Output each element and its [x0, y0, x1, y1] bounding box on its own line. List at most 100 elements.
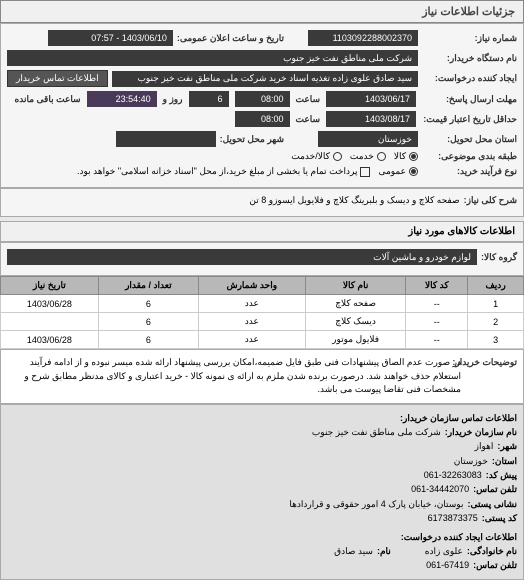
- category-radio-kala[interactable]: کالا: [394, 151, 418, 162]
- description-label: توضیحات خریدار:: [467, 356, 517, 397]
- td-unit: عدد: [198, 313, 305, 331]
- province-label: استان محل تحویل:: [422, 134, 517, 145]
- th-row: ردیف: [468, 277, 524, 295]
- deadline-time-label: ساعت: [296, 94, 321, 105]
- datetime-label: تاریخ و ساعت اعلان عمومی:: [177, 33, 284, 44]
- contact-org-label: نام سازمان خریدار:: [445, 425, 517, 439]
- contact-name-label: نام:: [377, 544, 391, 558]
- table-body: 1 -- صفحه کلاچ عدد 6 1403/06/28 2 -- دیس…: [1, 295, 524, 349]
- td-qty: 6: [98, 295, 198, 313]
- refund-checkbox-partial[interactable]: پرداخت تمام یا بخشی از مبلغ خرید،از محل …: [77, 166, 370, 177]
- niaz-number-label: شماره نیاز:: [422, 33, 517, 44]
- checkbox-icon: [360, 167, 370, 177]
- radio-icon: [409, 152, 418, 161]
- radio-label: کالا/خدمت: [291, 151, 330, 162]
- description-section: توضیحات خریدار: در صورت عدم الصاق پیشنها…: [0, 349, 524, 404]
- province-field: خوزستان: [318, 131, 418, 147]
- radio-icon: [377, 152, 386, 161]
- contact-title: اطلاعات تماس سازمان خریدار:: [400, 411, 517, 425]
- price-validity-time-field: 08:00: [235, 111, 290, 127]
- contact-postal: بوستان، خیابان پارک 4 امور حقوقی و قرارد…: [289, 497, 463, 511]
- contact-name: سید صادق: [334, 544, 373, 558]
- key-title-label: شرح کلی نیاز:: [464, 195, 517, 206]
- td-date: 1403/06/28: [1, 295, 99, 313]
- td-qty: 6: [98, 331, 198, 349]
- td-unit: عدد: [198, 331, 305, 349]
- category-radio-both[interactable]: کالا/خدمت: [291, 151, 342, 162]
- td-qty: 6: [98, 313, 198, 331]
- contact-province-label: استان:: [492, 454, 517, 468]
- key-title-value: صفحه کلاچ و دیسک و بلبرینگ کلاچ و فلایوی…: [249, 195, 459, 206]
- deadline-label: مهلت ارسال پاسخ:: [422, 94, 517, 105]
- contact-phone-label: تلفن تماس:: [473, 482, 517, 496]
- contact-creator-phone: 061-67419: [426, 558, 469, 572]
- checkbox-label: پرداخت تمام یا بخشی از مبلغ خرید،از محل …: [77, 166, 357, 177]
- radio-icon: [333, 152, 342, 161]
- category-radio-khedmat[interactable]: خدمت: [350, 151, 386, 162]
- section-header: جزئیات اطلاعات نیاز: [0, 0, 524, 23]
- td-row: 1: [468, 295, 524, 313]
- td-name: فلایول موتور: [305, 331, 406, 349]
- description-text: در صورت عدم الصاق پیشنهادات فنی طبق فایل…: [7, 356, 461, 397]
- th-code: کد کالا: [406, 277, 468, 295]
- table-row: 3 -- فلایول موتور عدد 6 1403/06/28: [1, 331, 524, 349]
- td-name: صفحه کلاچ: [305, 295, 406, 313]
- th-qty: تعداد / مقدار: [98, 277, 198, 295]
- price-validity-date-field: 1403/08/17: [326, 111, 416, 127]
- time-remain-field: 23:54:40: [87, 91, 157, 107]
- contact-section: اطلاعات تماس سازمان خریدار: نام سازمان خ…: [0, 404, 524, 580]
- table-row: 2 -- دیسک کلاچ عدد 6: [1, 313, 524, 331]
- radio-label: عمومی: [378, 166, 406, 177]
- price-validity-time-label: ساعت: [296, 114, 321, 125]
- goods-table: ردیف کد کالا نام کالا واحد شمارش تعداد /…: [0, 276, 524, 349]
- td-code: --: [406, 295, 468, 313]
- contact-creator-phone-label: تلفن تماس:: [473, 558, 517, 572]
- contact-province: خوزستان: [454, 454, 488, 468]
- goods-group-section: گروه کالا: لوازم خودرو و ماشین آلات: [0, 242, 524, 276]
- refund-radio-transparent[interactable]: عمومی: [378, 166, 418, 177]
- td-name: دیسک کلاچ: [305, 313, 406, 331]
- buyer-title-field: شرکت ملی مناطق نفت خیز جنوب: [7, 50, 418, 66]
- goods-section-title: اطلاعات کالاهای مورد نیاز: [0, 221, 524, 242]
- contact-family: علوی زاده: [425, 544, 463, 558]
- goods-group-label: گروه کالا:: [481, 252, 517, 263]
- deadline-time-field: 08:00: [235, 91, 290, 107]
- header-title: جزئیات اطلاعات نیاز: [422, 6, 515, 18]
- price-validity-label: حداقل تاریخ اعتبار قیمت:: [422, 114, 517, 125]
- th-name: نام کالا: [305, 277, 406, 295]
- td-row: 3: [468, 331, 524, 349]
- contact-city-label: شهر:: [497, 439, 517, 453]
- form-section: شماره نیاز: 1103092288002370 تاریخ و ساع…: [0, 23, 524, 188]
- city-label: شهر محل تحویل:: [220, 134, 284, 145]
- table-row: 1 -- صفحه کلاچ عدد 6 1403/06/28: [1, 295, 524, 313]
- niaz-number-field: 1103092288002370: [308, 30, 418, 46]
- contact-postcode: 6173873375: [428, 511, 478, 525]
- creator-label: ایجاد کننده درخواست:: [422, 73, 517, 84]
- contact-precode-label: پیش کد:: [486, 468, 517, 482]
- category-label: طبقه بندی موضوعی:: [422, 151, 517, 162]
- td-date: [1, 313, 99, 331]
- goods-group-field: لوازم خودرو و ماشین آلات: [7, 249, 477, 265]
- td-unit: عدد: [198, 295, 305, 313]
- radio-icon: [409, 167, 418, 176]
- refund-label: نوع فرآیند خرید:: [422, 166, 517, 177]
- contact-org: شرکت ملی مناطق نفت خیز جنوب: [312, 425, 441, 439]
- creator-field: سید صادق علوی زاده تغذیه اسناد خرید شرکت…: [112, 71, 418, 87]
- table-header-row: ردیف کد کالا نام کالا واحد شمارش تعداد /…: [1, 277, 524, 295]
- days-remain-label: روز و: [163, 94, 183, 105]
- td-code: --: [406, 313, 468, 331]
- radio-label: خدمت: [350, 151, 374, 162]
- td-date: 1403/06/28: [1, 331, 99, 349]
- contact-postal-label: نشانی پستی:: [467, 497, 517, 511]
- contact-precode: 061-32263083: [424, 468, 482, 482]
- deadline-date-field: 1403/06/17: [326, 91, 416, 107]
- th-unit: واحد شمارش: [198, 277, 305, 295]
- city-field: [116, 131, 216, 147]
- days-remain-field: 6: [189, 91, 229, 107]
- contact-creator-title: اطلاعات ایجاد کننده درخواست:: [401, 530, 517, 544]
- contact-buyer-button[interactable]: اطلاعات تماس خریدار: [7, 70, 108, 87]
- time-remain-label: ساعت باقی مانده: [15, 94, 81, 105]
- contact-city: اهواز: [475, 439, 494, 453]
- contact-phone: 061-34442070: [411, 482, 469, 496]
- th-date: تاریخ نیاز: [1, 277, 99, 295]
